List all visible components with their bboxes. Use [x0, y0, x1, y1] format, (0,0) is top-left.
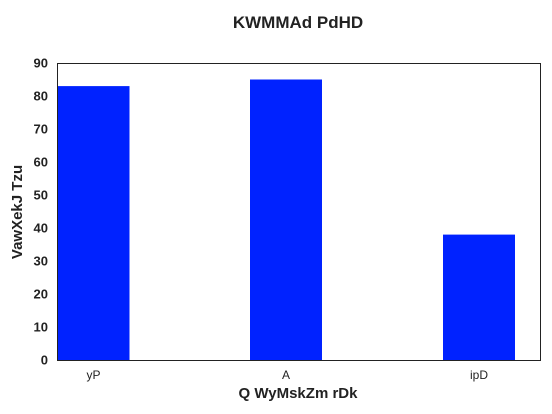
bars: [57, 79, 515, 360]
y-tick-label: 80: [34, 89, 48, 104]
y-tick-label: 40: [34, 221, 48, 236]
chart-title: KWMMAd PdHD: [233, 13, 363, 32]
y-tick-label: 0: [41, 353, 48, 368]
y-tick-label: 60: [34, 155, 48, 170]
x-tick-label: yP: [86, 368, 100, 382]
y-tick-label: 90: [34, 56, 48, 71]
y-tick-label: 10: [34, 320, 48, 335]
plot-frame: [57, 63, 541, 361]
y-tick-label: 30: [34, 254, 48, 269]
bar: [250, 79, 322, 360]
y-axis-ticks: 0 10 20 30 40 50 60 70 80 90: [34, 56, 48, 368]
y-tick-label: 70: [34, 122, 48, 137]
y-tick-label: 50: [34, 188, 48, 203]
x-tick-label: ipD: [470, 368, 488, 382]
x-axis-label: Q WyMskZm rDk: [239, 385, 359, 402]
bar: [57, 86, 130, 360]
y-axis-label: VawXekJ Tzu: [9, 165, 26, 259]
y-tick-label: 20: [34, 287, 48, 302]
bar: [443, 234, 515, 360]
x-tick-label: A: [282, 368, 290, 382]
